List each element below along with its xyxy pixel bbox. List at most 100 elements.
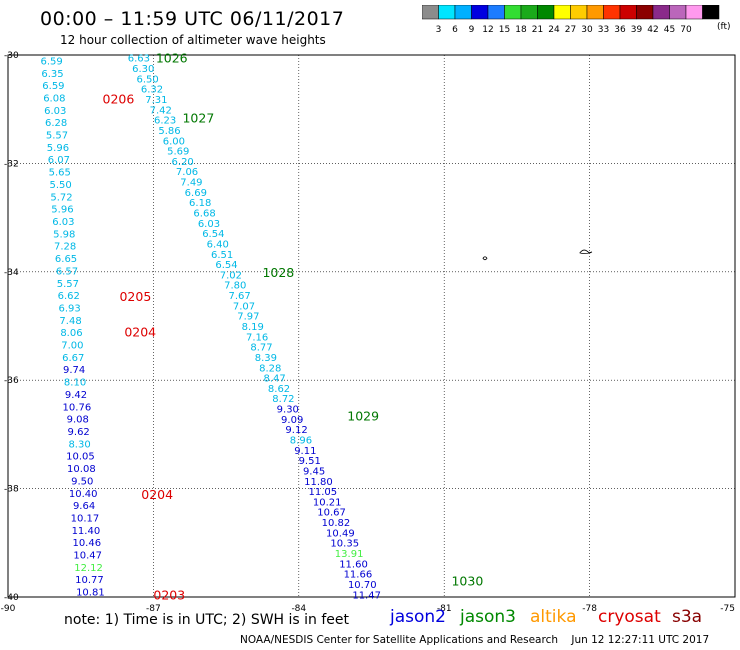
swh-value: 8.47 — [264, 374, 286, 385]
swh-value: 9.09 — [281, 415, 303, 426]
color-scale-label: 6 — [452, 25, 458, 35]
swh-value: 6.59 — [40, 56, 62, 67]
swh-value: 8.96 — [290, 436, 312, 447]
orbit-label: 1026 — [156, 51, 188, 66]
swh-value: 9.45 — [303, 466, 325, 477]
map-subtitle: 12 hour collection of altimeter wave hei… — [60, 33, 326, 47]
swh-value: 9.30 — [277, 405, 299, 416]
swh-value: 7.00 — [61, 341, 83, 352]
swh-value: 6.62 — [58, 291, 80, 302]
swh-value: 5.86 — [158, 126, 180, 137]
map-frame — [7, 54, 736, 598]
swh-value: 6.57 — [56, 266, 78, 277]
swh-value: 8.39 — [255, 353, 277, 364]
orbit-label: 1028 — [262, 265, 294, 280]
swh-value: 6.32 — [141, 85, 163, 96]
swh-value: 11.80 — [304, 477, 333, 488]
swh-value: 6.40 — [207, 239, 229, 250]
color-scale-label: 42 — [647, 25, 658, 35]
swh-value: 11.47 — [352, 590, 381, 601]
lon-tick-label: -81 — [437, 604, 452, 614]
swh-value: 7.31 — [145, 95, 167, 106]
swh-value: 6.54 — [202, 229, 224, 240]
color-scale-label: 12 — [482, 25, 493, 35]
swh-value: 6.20 — [172, 157, 194, 168]
swh-value: 8.72 — [272, 394, 294, 405]
swh-value: 6.18 — [189, 198, 211, 209]
color-scale-label: 45 — [664, 25, 675, 35]
swh-value: 10.77 — [75, 575, 104, 586]
color-scale-label: 33 — [598, 25, 609, 35]
swh-value: 9.64 — [73, 501, 95, 512]
map-title: 00:00 – 11:59 UTC 06/11/2017 — [40, 8, 345, 30]
swh-value: 5.96 — [51, 205, 73, 216]
color-scale-label: 39 — [631, 25, 643, 35]
color-scale-label: 36 — [614, 25, 626, 35]
color-scale-label: 70 — [680, 25, 692, 35]
swh-value: 9.12 — [285, 425, 307, 436]
swh-value: 6.30 — [132, 64, 154, 75]
orbit-label: 0203 — [153, 587, 185, 602]
swh-value: 10.08 — [67, 464, 96, 475]
swh-value: 11.05 — [309, 487, 338, 498]
swh-value: 8.62 — [268, 384, 290, 395]
swh-value: 7.67 — [228, 291, 250, 302]
color-scale-label: 15 — [499, 25, 510, 35]
swh-value: 7.49 — [180, 178, 202, 189]
swh-value: 8.30 — [68, 439, 90, 450]
lat-tick-label: -34 — [4, 268, 19, 278]
lat-tick-label: -36 — [4, 376, 19, 386]
orbit-label: 0204 — [124, 324, 156, 339]
orbit-label: 0204 — [141, 487, 173, 502]
footnote: note: 1) Time is in UTC; 2) SWH is in fe… — [64, 612, 350, 628]
satellite-legend-jason3: jason3 — [460, 607, 516, 627]
lat-tick-label: -30 — [4, 51, 19, 61]
swh-value: 7.80 — [224, 281, 246, 292]
swh-value: 10.82 — [322, 518, 351, 529]
swh-value: 6.35 — [41, 69, 63, 80]
orbit-label: 0205 — [119, 289, 151, 304]
orbit-label: 0206 — [103, 91, 135, 106]
lat-tick-label: -40 — [4, 593, 19, 603]
swh-value: 10.70 — [348, 580, 377, 591]
satellite-legend-altika: altika — [530, 607, 577, 627]
swh-value: 7.16 — [246, 332, 268, 343]
swh-value: 9.50 — [71, 476, 93, 487]
swh-value: 5.98 — [53, 229, 75, 240]
swh-value: 7.07 — [233, 301, 255, 312]
swh-value: 10.67 — [317, 508, 346, 519]
color-scale-label: 30 — [581, 25, 593, 35]
swh-value: 8.77 — [250, 343, 272, 354]
swh-value: 12.12 — [74, 563, 103, 574]
swh-value: 6.69 — [185, 188, 207, 199]
swh-value: 5.69 — [167, 147, 189, 158]
lon-tick-label: -75 — [720, 604, 735, 614]
swh-value: 5.72 — [50, 192, 72, 203]
swh-value: 6.08 — [43, 93, 65, 104]
swh-value: 7.06 — [176, 167, 198, 178]
swh-value: 5.57 — [46, 131, 68, 142]
swh-value: 8.28 — [259, 363, 281, 374]
lon-tick-label: -78 — [582, 604, 597, 614]
swh-value: 7.97 — [237, 312, 259, 323]
lon-tick-label: -90 — [1, 604, 16, 614]
swh-value: 7.48 — [59, 316, 81, 327]
lat-tick-label: -38 — [4, 485, 19, 495]
swh-value: 10.76 — [63, 402, 92, 413]
swh-value: 5.50 — [50, 180, 72, 191]
island-outline — [579, 249, 593, 255]
swh-value: 8.19 — [242, 322, 264, 333]
swh-value: 6.59 — [42, 81, 64, 92]
lon-tick-label: -84 — [291, 604, 306, 614]
color-scale-label: 24 — [548, 25, 560, 35]
orbit-label: 1027 — [182, 110, 214, 125]
lon-tick-label: -87 — [146, 604, 161, 614]
color-scale-label: 18 — [515, 25, 527, 35]
swh-value: 5.57 — [57, 279, 79, 290]
satellite-legend-jason2: jason2 — [390, 607, 446, 627]
color-scale-label: 27 — [565, 25, 576, 35]
swh-value: 9.62 — [68, 427, 90, 438]
swh-value: 6.03 — [44, 106, 66, 117]
swh-value: 6.51 — [211, 250, 233, 261]
swh-value: 10.46 — [72, 538, 101, 549]
